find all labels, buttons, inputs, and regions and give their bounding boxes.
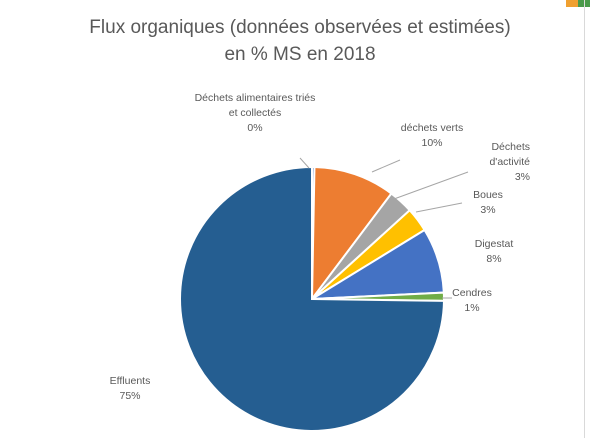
data-label: Effluents 75% xyxy=(110,375,151,402)
data-label: Déchets alimentaires triés et collectés 0% xyxy=(195,92,316,134)
data-label: Boues 3% xyxy=(473,189,503,216)
data-label: Digestat 8% xyxy=(475,238,514,265)
pie-slice-effluents xyxy=(179,165,446,432)
chart-border xyxy=(584,0,585,438)
leader-line xyxy=(371,159,401,173)
data-label: Déchets d'activité 3% xyxy=(489,141,530,183)
leader-line xyxy=(299,157,310,169)
pie-slice-d-chets-verts xyxy=(310,166,393,303)
leader-line xyxy=(393,171,469,200)
chart-subtitle: en % MS en 2018 xyxy=(224,44,376,65)
leader-line xyxy=(415,202,463,213)
data-label: Cendres 1% xyxy=(452,287,492,314)
data-label: déchets verts 10% xyxy=(401,122,463,149)
chart-title-block: Flux organiques (données observées et es… xyxy=(0,14,593,68)
corner-decoration-orange xyxy=(566,0,578,7)
chart-title: Flux organiques (données observées et es… xyxy=(89,17,511,38)
